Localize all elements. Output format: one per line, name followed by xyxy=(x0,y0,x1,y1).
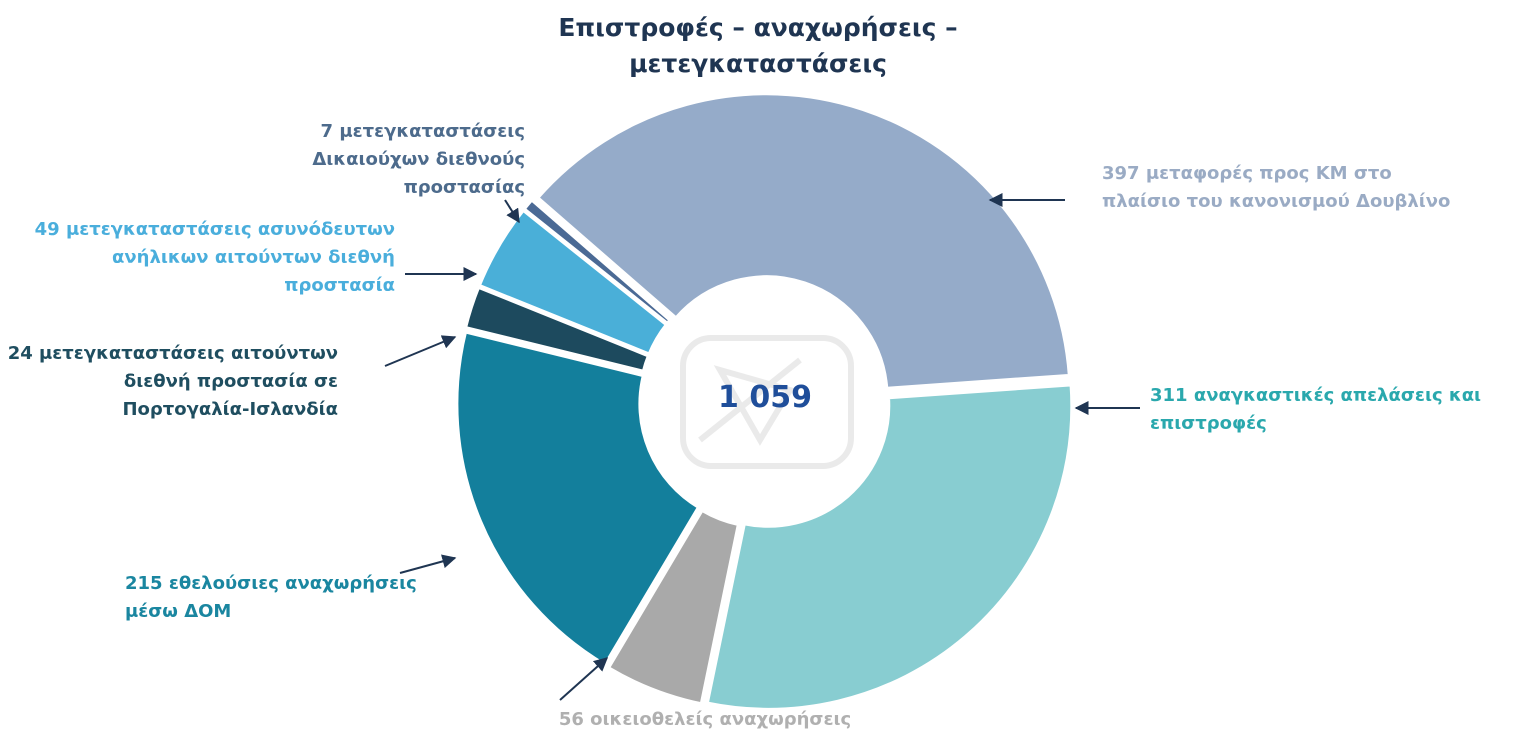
value-label: 56 xyxy=(558,709,584,730)
slice-label: 24 μετεγκαταστάσεις αιτούντων διεθνή προ… xyxy=(0,340,338,424)
value-label: 397 xyxy=(1102,163,1140,184)
donut-hole xyxy=(641,278,889,526)
category-label: αναγκαστικές απελάσεις και επιστροφές xyxy=(1150,385,1482,434)
value-label: 215 xyxy=(125,573,163,594)
category-label: οικειοθελείς αναχωρήσεις xyxy=(590,709,852,730)
slice xyxy=(704,382,1075,712)
value-label: 24 xyxy=(7,343,33,364)
slice xyxy=(520,196,674,327)
slices xyxy=(454,91,1075,712)
category-label: μετεγκαταστάσεις Δικαιούχων διεθνούς προ… xyxy=(312,121,525,198)
slice-label: 7 μετεγκαταστάσεις Δικαιούχων διεθνούς π… xyxy=(255,118,525,202)
value-label: 49 xyxy=(34,219,60,240)
plane-icon xyxy=(680,335,854,469)
slice xyxy=(534,91,1072,391)
category-label: εθελούσιες αναχωρήσεις μέσω ΔΟΜ xyxy=(125,573,417,622)
category-label: μετεγκαταστάσεις αιτούντων διεθνή προστα… xyxy=(39,343,338,420)
chart-title: Επιστροφές – αναχωρήσεις – μετεγκαταστάσ… xyxy=(558,13,958,78)
arrows xyxy=(384,193,1140,701)
slice-label: 311 αναγκαστικές απελάσεις και επιστροφέ… xyxy=(1150,382,1510,438)
center-total: 1 059 xyxy=(718,380,812,415)
category-label: μεταφορές προς ΚΜ στο πλαίσιο του κανονι… xyxy=(1102,163,1451,212)
slice xyxy=(454,328,702,669)
slice-label: 397 μεταφορές προς ΚΜ στο πλαίσιο του κα… xyxy=(1102,160,1472,216)
slice-label: 49 μετεγκαταστάσεις ασυνόδευτων ανήλικων… xyxy=(20,216,395,300)
slice-label: 215 εθελούσιες αναχωρήσεις μέσω ΔΟΜ xyxy=(125,570,435,626)
category-label: μετεγκαταστάσεις ασυνόδευτων ανήλικων αι… xyxy=(65,219,395,296)
value-label: 311 xyxy=(1150,385,1188,406)
slice-label: 56 οικειοθελείς αναχωρήσεις xyxy=(455,706,955,734)
value-label: 7 xyxy=(320,121,334,142)
